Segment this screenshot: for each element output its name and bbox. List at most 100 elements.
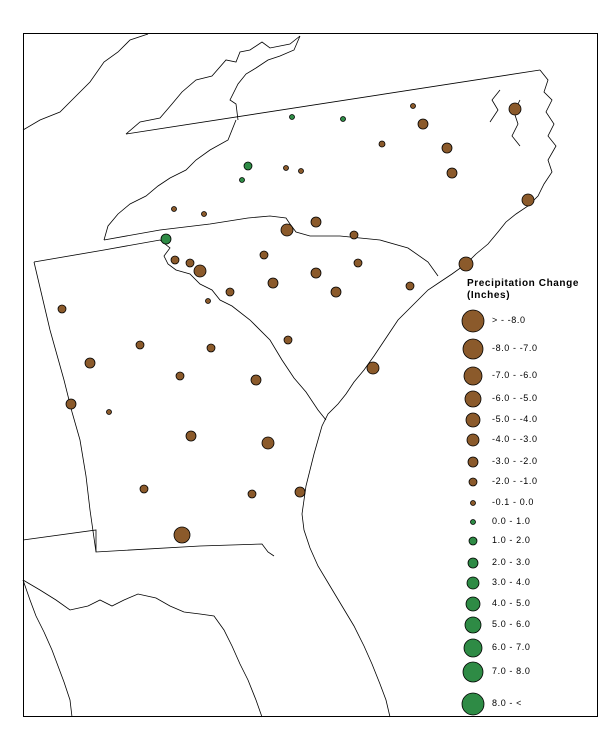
legend-class-label: 1.0 - 2.0 xyxy=(492,535,531,545)
station-symbol xyxy=(139,484,149,494)
legend-symbol xyxy=(470,500,476,506)
station-symbol xyxy=(521,193,535,207)
legend-symbol xyxy=(466,433,480,447)
station-symbol xyxy=(458,256,474,272)
station-symbol xyxy=(259,250,269,260)
station-symbol xyxy=(283,335,293,345)
station-symbol xyxy=(175,371,185,381)
station-symbol xyxy=(84,357,96,369)
station-symbol xyxy=(441,142,453,154)
legend-class-label: 0.0 - 1.0 xyxy=(492,516,531,526)
station-symbol xyxy=(193,264,207,278)
legend-symbol xyxy=(468,536,478,546)
coastline-north xyxy=(301,69,557,515)
legend-symbol xyxy=(463,366,483,386)
legend-class-label: -0.1 - 0.0 xyxy=(492,497,535,507)
state-boundary-va-nc xyxy=(125,69,541,135)
legend-symbol xyxy=(468,477,478,487)
station-symbol xyxy=(65,398,77,410)
station-symbol xyxy=(366,361,380,375)
station-symbol xyxy=(340,116,346,122)
station-symbol xyxy=(135,340,145,350)
state-boundary-north xyxy=(125,35,301,135)
station-symbol xyxy=(280,223,294,237)
state-boundary-fl-panhandle xyxy=(22,579,263,718)
station-symbol xyxy=(57,304,67,314)
station-symbol xyxy=(250,374,262,386)
legend-class-label: -4.0 - -3.0 xyxy=(492,434,538,444)
station-symbol xyxy=(239,177,245,183)
legend-class-label: 5.0 - 6.0 xyxy=(492,619,531,629)
legend-class-label: > - -8.0 xyxy=(492,315,526,325)
legend-title: Precipitation Change (Inches) xyxy=(467,278,579,302)
station-symbol xyxy=(106,409,112,415)
station-symbols xyxy=(57,102,535,544)
legend-class-label: 8.0 - < xyxy=(492,698,522,708)
station-symbol xyxy=(243,161,253,171)
state-boundary-ga-north xyxy=(33,239,327,421)
station-symbol xyxy=(353,258,363,268)
station-symbol xyxy=(405,281,415,291)
station-symbol xyxy=(185,258,195,268)
legend-symbol xyxy=(465,596,481,612)
legend-title-line1: Precipitation Change xyxy=(467,278,580,289)
legend-symbol xyxy=(463,638,483,658)
station-symbol xyxy=(201,211,207,217)
coastline-south xyxy=(301,513,391,718)
station-symbol xyxy=(170,255,180,265)
legend-symbol xyxy=(467,557,479,569)
legend-class-label: 4.0 - 5.0 xyxy=(492,598,531,608)
state-boundary-ga-west xyxy=(33,261,97,553)
legend-class-label: -5.0 - -4.0 xyxy=(492,414,538,424)
legend-symbol xyxy=(470,519,476,525)
station-symbol xyxy=(298,168,304,174)
legend-class-label: -3.0 - -2.0 xyxy=(492,456,538,466)
legend-symbol xyxy=(465,412,481,428)
legend-class-label: 7.0 - 8.0 xyxy=(492,666,531,676)
station-symbol xyxy=(417,118,429,130)
legend-symbol xyxy=(462,338,484,360)
station-symbol xyxy=(225,287,235,297)
station-symbol xyxy=(173,526,191,544)
legend-class-label: -2.0 - -1.0 xyxy=(492,476,538,486)
legend-class-label: 3.0 - 4.0 xyxy=(492,577,531,587)
state-boundaries xyxy=(22,33,541,718)
legend-class-label: -7.0 - -6.0 xyxy=(492,370,538,380)
station-symbol xyxy=(171,206,177,212)
station-symbol xyxy=(261,436,275,450)
legend-symbols xyxy=(461,309,485,716)
legend-symbol xyxy=(464,616,482,634)
station-symbol xyxy=(310,216,322,228)
coastline-fl-west xyxy=(22,579,73,718)
station-symbol xyxy=(410,103,416,109)
station-symbol xyxy=(289,114,295,120)
station-symbol xyxy=(267,277,279,289)
state-boundary-fl-ga xyxy=(22,529,275,557)
legend-symbol xyxy=(467,456,479,468)
station-symbol xyxy=(378,140,386,148)
station-symbol xyxy=(185,430,197,442)
station-symbol xyxy=(206,343,216,353)
state-boundary-nc-sc xyxy=(103,215,439,277)
legend-class-label: -6.0 - -5.0 xyxy=(492,393,538,403)
station-symbol xyxy=(446,167,458,179)
legend-symbol xyxy=(464,390,482,408)
station-symbol xyxy=(160,233,172,245)
station-symbol xyxy=(283,165,289,171)
legend-class-label: -8.0 - -7.0 xyxy=(492,343,538,353)
legend-symbol xyxy=(461,692,485,716)
station-symbol xyxy=(247,489,257,499)
station-symbol xyxy=(294,486,306,498)
station-symbol xyxy=(205,298,211,304)
sound-detail-2 xyxy=(489,89,501,123)
state-boundary-nc-west xyxy=(103,119,237,241)
legend-class-label: 6.0 - 7.0 xyxy=(492,642,531,652)
legend-symbol xyxy=(461,309,485,333)
legend-class-label: 2.0 - 3.0 xyxy=(492,557,531,567)
station-symbol xyxy=(310,267,322,279)
station-symbol xyxy=(349,230,359,240)
station-symbol xyxy=(330,286,342,298)
legend-title-line2: (Inches) xyxy=(467,290,511,301)
legend-symbol xyxy=(462,661,484,683)
